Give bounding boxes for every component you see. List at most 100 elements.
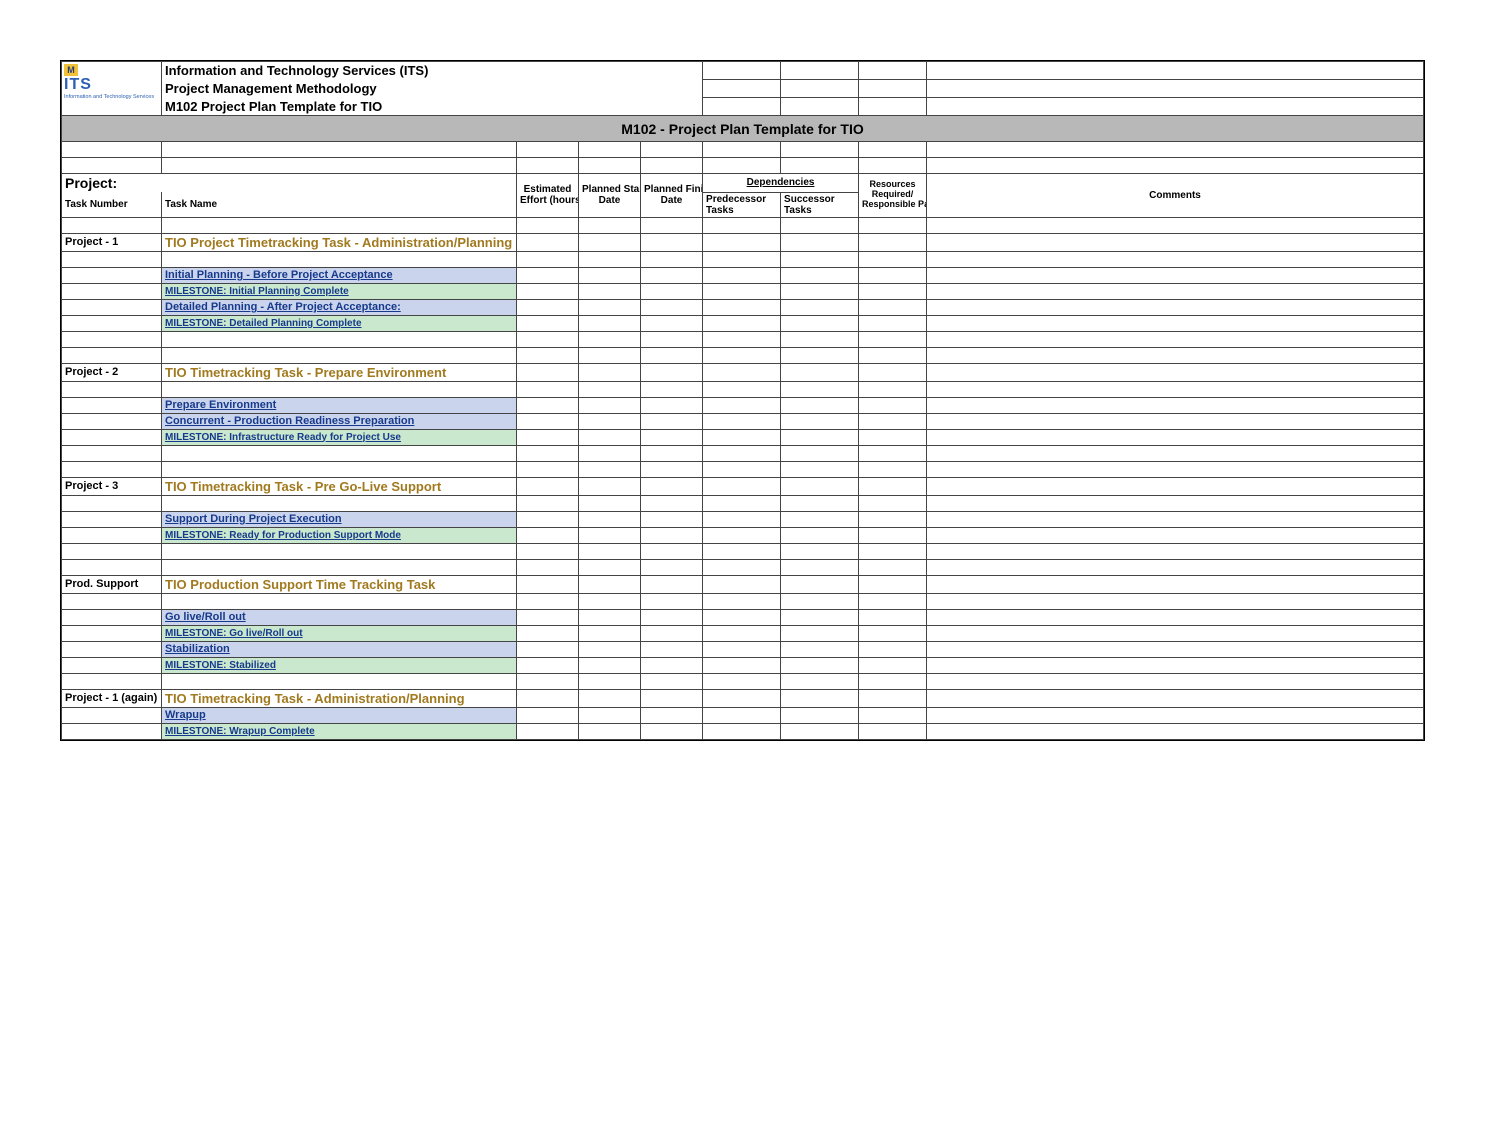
cell[interactable]: [641, 283, 703, 299]
cell[interactable]: [703, 299, 781, 315]
cell[interactable]: [859, 495, 927, 511]
milestone-label[interactable]: MILESTONE: Ready for Production Support …: [162, 527, 517, 543]
cell[interactable]: [781, 315, 859, 331]
cell[interactable]: [162, 347, 517, 363]
cell[interactable]: [927, 625, 1424, 641]
cell[interactable]: [927, 593, 1424, 609]
cell[interactable]: [703, 158, 781, 174]
cell[interactable]: [517, 429, 579, 445]
cell[interactable]: [62, 723, 162, 739]
cell[interactable]: [517, 609, 579, 625]
cell[interactable]: [781, 413, 859, 429]
cell[interactable]: [927, 445, 1424, 461]
cell[interactable]: [859, 559, 927, 575]
task-number[interactable]: Project - 1: [62, 233, 162, 251]
cell[interactable]: [703, 413, 781, 429]
cell[interactable]: [703, 593, 781, 609]
cell[interactable]: [579, 657, 641, 673]
cell[interactable]: [703, 381, 781, 397]
cell[interactable]: [703, 575, 781, 593]
phase-title[interactable]: TIO Timetracking Task - Administration/P…: [162, 689, 517, 707]
cell[interactable]: [162, 559, 517, 575]
cell[interactable]: [641, 251, 703, 267]
cell[interactable]: [859, 477, 927, 495]
cell[interactable]: [579, 397, 641, 413]
cell[interactable]: [781, 575, 859, 593]
cell[interactable]: [579, 707, 641, 723]
cell[interactable]: [859, 397, 927, 413]
cell[interactable]: [641, 397, 703, 413]
phase-title[interactable]: TIO Project Timetracking Task - Administ…: [162, 233, 517, 251]
cell[interactable]: [641, 559, 703, 575]
cell[interactable]: [62, 559, 162, 575]
cell[interactable]: [927, 689, 1424, 707]
cell[interactable]: [517, 142, 579, 158]
cell[interactable]: [781, 397, 859, 413]
task-number[interactable]: Project - 2: [62, 363, 162, 381]
cell[interactable]: [703, 673, 781, 689]
cell[interactable]: [641, 315, 703, 331]
cell[interactable]: [859, 673, 927, 689]
cell[interactable]: [859, 527, 927, 543]
cell[interactable]: [859, 331, 927, 347]
cell[interactable]: [859, 511, 927, 527]
cell[interactable]: [62, 299, 162, 315]
cell[interactable]: [162, 543, 517, 559]
cell[interactable]: [703, 429, 781, 445]
cell[interactable]: [927, 283, 1424, 299]
cell[interactable]: [703, 315, 781, 331]
cell[interactable]: [703, 559, 781, 575]
cell[interactable]: [927, 673, 1424, 689]
cell[interactable]: [62, 543, 162, 559]
cell[interactable]: [703, 142, 781, 158]
cell[interactable]: [62, 445, 162, 461]
cell[interactable]: [927, 233, 1424, 251]
milestone-label[interactable]: MILESTONE: Stabilized: [162, 657, 517, 673]
cell[interactable]: [162, 142, 517, 158]
cell[interactable]: [859, 461, 927, 477]
cell[interactable]: [579, 511, 641, 527]
cell[interactable]: [62, 495, 162, 511]
cell[interactable]: [62, 707, 162, 723]
cell[interactable]: [162, 217, 517, 233]
cell[interactable]: [579, 527, 641, 543]
cell[interactable]: [579, 251, 641, 267]
cell[interactable]: [517, 689, 579, 707]
cell[interactable]: [859, 413, 927, 429]
cell[interactable]: [927, 723, 1424, 739]
subtask-label[interactable]: Concurrent - Production Readiness Prepar…: [162, 413, 517, 429]
cell[interactable]: [781, 429, 859, 445]
cell[interactable]: [579, 543, 641, 559]
cell[interactable]: [62, 429, 162, 445]
cell[interactable]: [579, 723, 641, 739]
phase-title[interactable]: TIO Timetracking Task - Pre Go-Live Supp…: [162, 477, 517, 495]
cell[interactable]: [859, 381, 927, 397]
cell[interactable]: [62, 413, 162, 429]
cell[interactable]: [579, 142, 641, 158]
cell[interactable]: [927, 267, 1424, 283]
cell[interactable]: [703, 657, 781, 673]
cell[interactable]: [579, 347, 641, 363]
cell[interactable]: [162, 331, 517, 347]
cell[interactable]: [641, 495, 703, 511]
cell[interactable]: [859, 641, 927, 657]
cell[interactable]: [641, 641, 703, 657]
cell[interactable]: [781, 495, 859, 511]
cell[interactable]: [517, 233, 579, 251]
cell[interactable]: [162, 251, 517, 267]
cell[interactable]: [162, 445, 517, 461]
cell[interactable]: [927, 217, 1424, 233]
cell[interactable]: [641, 511, 703, 527]
cell[interactable]: [781, 331, 859, 347]
cell[interactable]: [579, 495, 641, 511]
cell[interactable]: [579, 299, 641, 315]
cell[interactable]: [859, 723, 927, 739]
cell[interactable]: [62, 461, 162, 477]
cell[interactable]: [927, 251, 1424, 267]
subtask-label[interactable]: Support During Project Execution: [162, 511, 517, 527]
cell[interactable]: [517, 641, 579, 657]
cell[interactable]: [927, 347, 1424, 363]
cell[interactable]: [62, 641, 162, 657]
cell[interactable]: [641, 625, 703, 641]
cell[interactable]: [579, 477, 641, 495]
